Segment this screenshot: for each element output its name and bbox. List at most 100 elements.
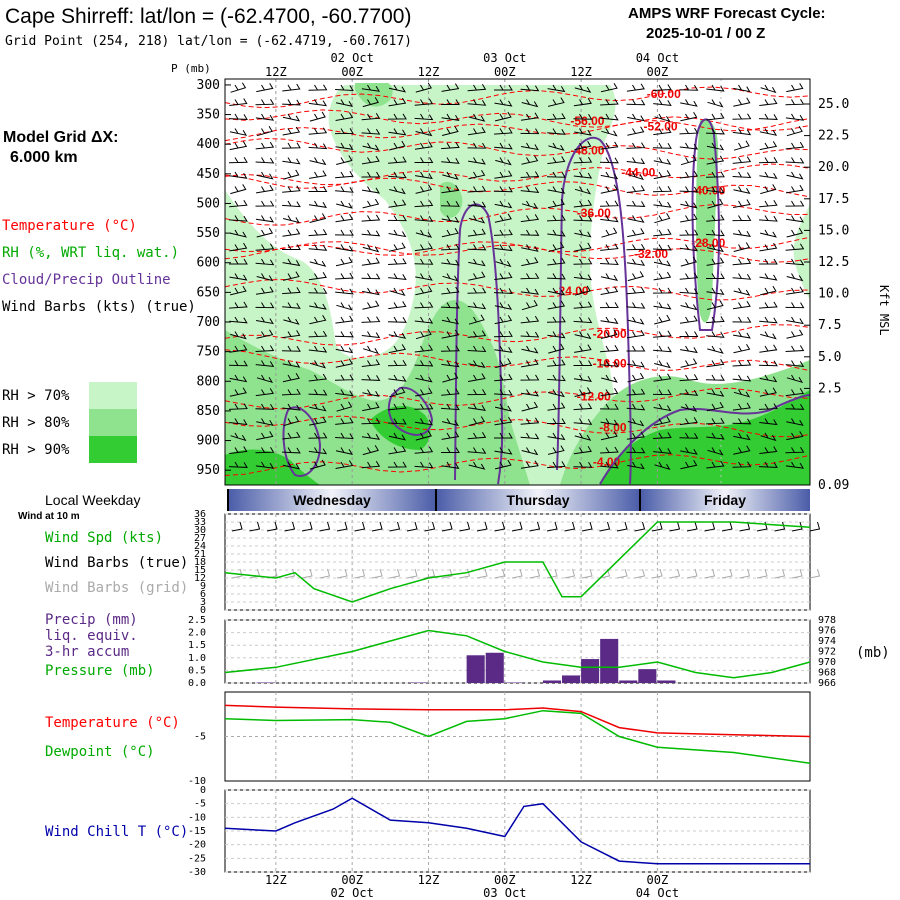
wind-barb [309, 403, 327, 412]
wind-barb [706, 112, 725, 121]
wind-barb [600, 360, 619, 367]
wind-barb [388, 156, 407, 164]
wind-barb [335, 84, 354, 92]
wind-barb [494, 302, 513, 310]
wind-barb [467, 447, 487, 454]
wind-barb [521, 447, 539, 456]
wind-barb [494, 99, 513, 107]
wind-barb [362, 445, 379, 456]
wind-barb [494, 213, 512, 223]
surface-wind-barb [284, 521, 296, 532]
wind-barb [732, 171, 752, 179]
surface-wind-barb [511, 521, 523, 532]
wind-barb [758, 461, 778, 468]
wind-barb [547, 287, 566, 296]
wind-barb [521, 300, 538, 311]
wind-barb [600, 446, 619, 454]
wind-barb [785, 302, 805, 309]
wind-barb [361, 128, 381, 135]
pressure-tick-label: 500 [197, 196, 220, 211]
y-tick-label: 3 [200, 597, 206, 608]
wind-barb [335, 272, 354, 280]
wind-barb [256, 316, 274, 325]
wind-barb [256, 227, 274, 238]
temperature-contour-label: -8.00 [599, 421, 627, 435]
surface-wind-barb [301, 521, 313, 532]
surface-wind-barb [424, 521, 436, 532]
wind-barb [362, 345, 380, 355]
wind-barb [255, 403, 275, 410]
precip-bar [409, 682, 428, 683]
surface-wind-barb-grid [756, 568, 768, 579]
wind-barb [467, 389, 487, 396]
wind-barb [229, 242, 248, 252]
wind-barb [467, 228, 486, 237]
surface-wind-barb [546, 521, 558, 532]
temperature-contour-line [224, 204, 811, 226]
cloud-outline-2 [387, 386, 434, 436]
surface-wind-barb-grid [511, 568, 523, 579]
wind-barb [706, 257, 725, 266]
surface-wind-barb-grid [791, 568, 803, 579]
wind-barb [362, 97, 379, 108]
wind-barb [388, 445, 407, 455]
pressure-axis: 300 350 400 450 500 550 600 650 700 750 800 850 900 9… [197, 78, 231, 478]
wind-barb [282, 83, 301, 92]
wind-barb [732, 402, 751, 411]
wind-barb [546, 171, 566, 178]
wind-barb [335, 447, 354, 456]
wind-barb [706, 214, 725, 222]
wind-barb [706, 142, 725, 151]
wind-barb [758, 113, 778, 120]
wind-barb [255, 302, 275, 309]
wind-barb [415, 374, 433, 383]
wind-barb [281, 388, 301, 396]
wind-barb [785, 360, 805, 367]
wind-barb [520, 287, 540, 295]
bottom-date-label: 02 Oct [330, 886, 373, 900]
wind-barb [308, 229, 328, 237]
y-tick-label: 2.5 [188, 615, 206, 626]
wind-barb [229, 273, 248, 281]
surface-wind-barb-grid [389, 568, 401, 579]
wind-barb [574, 140, 592, 151]
model-grid-line-1: Model Grid ΔX: [3, 129, 119, 146]
wind-barb [282, 244, 301, 250]
surface-wind-barb-grid [424, 568, 436, 579]
wind-barb [679, 229, 699, 236]
wind-barb [680, 155, 697, 166]
wind-barb [653, 84, 672, 91]
wind-barb [441, 418, 459, 427]
surface-wind-barb-grid [739, 568, 751, 579]
surface-wind-barb [721, 521, 733, 532]
pressure-tick-label: 978 [818, 615, 836, 626]
wind-barb [361, 432, 381, 440]
rh80-region [225, 300, 530, 485]
bottom-time-tick-label: 00Z [647, 873, 669, 887]
wind-barb [308, 345, 328, 353]
wind-barb [336, 155, 353, 165]
wind-barb [361, 331, 381, 339]
wind-barb [334, 229, 354, 236]
wind-barb [733, 445, 751, 455]
wind-barb [389, 140, 406, 151]
wind-barb [442, 372, 459, 383]
wind-barb [388, 242, 406, 252]
cloud-outline-1 [282, 406, 322, 477]
legend-rh80: RH > 80% [2, 415, 70, 431]
wind-barb [283, 416, 300, 427]
cross-section-frame [224, 78, 811, 486]
pressure-tick-label: 976 [818, 626, 836, 637]
wind-barb [679, 170, 699, 179]
temperature-contour-line [224, 415, 811, 438]
wind-barb [361, 84, 381, 92]
wind-barb [467, 99, 487, 106]
wind-barb [441, 215, 460, 223]
wind-barb [706, 389, 725, 397]
wind-barb [760, 184, 777, 195]
wind-barb [626, 258, 646, 266]
wind-barb [679, 331, 699, 337]
wind-barb [520, 128, 540, 135]
wind-barb [573, 418, 593, 425]
wind-barb [441, 99, 460, 105]
